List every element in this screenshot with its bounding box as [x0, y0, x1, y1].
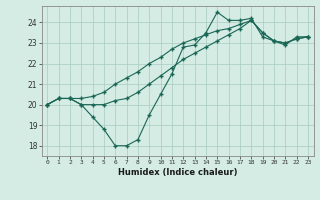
- X-axis label: Humidex (Indice chaleur): Humidex (Indice chaleur): [118, 168, 237, 177]
